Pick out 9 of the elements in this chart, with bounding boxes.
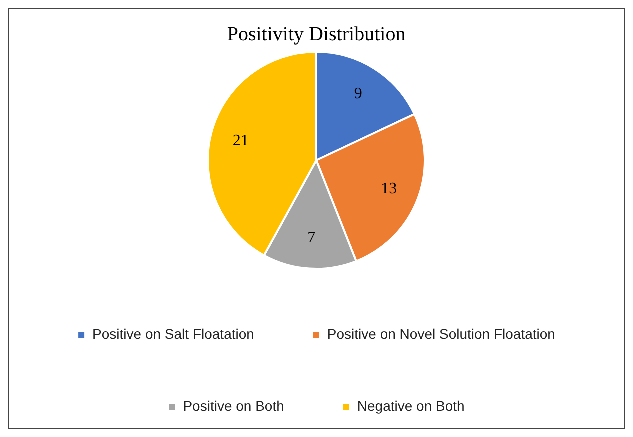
data-label: 9: [354, 86, 362, 103]
legend-label: Positive on Novel Solution Floatation: [327, 326, 556, 342]
legend-label: Positive on Both: [183, 398, 284, 414]
data-label: 21: [232, 132, 249, 150]
data-label: 7: [308, 230, 316, 247]
data-label: 13: [381, 180, 398, 198]
chart-title: Positivity Distribution: [227, 23, 406, 46]
legend-label: Positive on Salt Floatation: [92, 326, 254, 342]
legend-label: Negative on Both: [357, 398, 465, 414]
